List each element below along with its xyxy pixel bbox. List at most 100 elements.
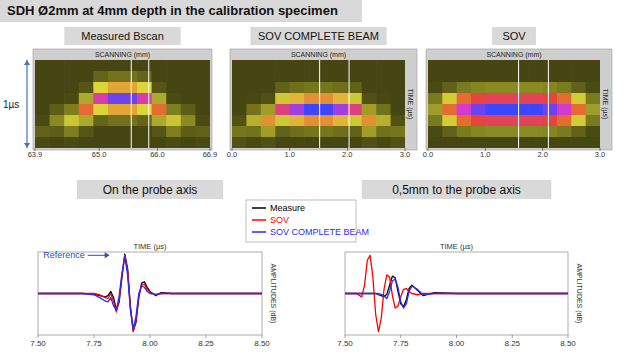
heat-cell [108,82,123,94]
heat-cell [362,60,377,72]
heat-cell [571,104,586,116]
heat-cell [500,115,515,127]
cursor [349,60,350,148]
plot-frame [33,49,212,150]
plot-frame [426,49,612,150]
heat-cell [528,104,543,116]
heat-cell [500,60,515,72]
heat-cell [195,137,210,148]
tick [400,335,401,338]
heat-cell [50,104,65,116]
heat-cell [137,115,152,127]
heat-cell [181,104,196,116]
heat-cell [181,137,196,148]
heat-cell [571,82,586,94]
heat-cell [528,71,543,83]
heat-cell [246,126,261,138]
heat-cell [557,71,572,83]
heat-cell [181,71,196,83]
heat-cell [528,115,543,127]
title-box [0,0,362,22]
heat-cell [543,137,558,148]
heat-cell [93,71,108,83]
heat-cell [471,126,486,138]
legend-label: Measure [270,203,305,213]
heat-cell [319,71,334,83]
heat-cell [261,82,276,94]
heat-cell [376,115,391,127]
heat-cell [485,93,500,105]
heat-cell [50,93,65,105]
heat-cell [246,104,261,116]
heat-cell [485,71,500,83]
heat-cell [586,71,600,83]
heat-cell [500,104,515,116]
plot-area [35,60,210,148]
series-line [38,254,262,331]
heat-cell [152,104,167,116]
heat-cell [79,93,94,105]
heat-cell [442,82,457,94]
heat-cell [347,93,362,105]
heat-cell [571,126,586,138]
heat-cell [50,71,65,83]
heat-cell [528,82,543,94]
heat-cell [442,104,457,116]
heat-cell [195,60,210,72]
axis-label: TIME (µs) [406,89,414,120]
heat-cell [557,115,572,127]
heat-cell [485,60,500,72]
heat-cell [347,60,362,72]
heat-cell [333,93,348,105]
panel-title: On the probe axis [103,183,198,197]
heat-cell [137,93,152,105]
axis-label: TIME (µs) [601,89,609,120]
heat-cell [586,137,600,148]
heat-cell [79,71,94,83]
heat-cell [319,104,334,116]
heat-cell [79,126,94,138]
heat-cell [123,126,138,138]
tick-label: 8.50 [560,339,576,348]
legend-swatch [252,207,266,209]
series-line [38,257,262,329]
heat-cell [50,137,65,148]
heat-cell [123,93,138,105]
heat-cell [471,115,486,127]
axis-label: SCANNING (mm) [486,51,541,59]
heat-cell [586,115,600,127]
heat-cell [428,104,443,116]
panel-title: SOV [502,30,526,42]
tick-label: 7.75 [86,339,102,348]
heat-cell [261,104,276,116]
heat-cell [275,126,290,138]
heat-cell [275,60,290,72]
tick-label: 63.9 [28,150,43,159]
tick [568,335,569,338]
heat-cell [333,71,348,83]
heat-cell [376,104,391,116]
heat-cell [195,115,210,127]
heat-cell [261,93,276,105]
heat-cell [514,115,529,127]
cursor [131,60,132,148]
heat-cell [571,93,586,105]
heat-cell [304,82,319,94]
tick-label: 0.0 [423,150,433,159]
heat-cell [64,71,79,83]
heat-cell [500,137,515,148]
heat-cell [319,115,334,127]
heat-cell [79,82,94,94]
heat-cell [391,71,405,83]
heat-cell [304,115,319,127]
heat-cell [514,93,529,105]
heat-cell [457,82,472,94]
axis-label: TIME (µs) [440,242,474,251]
heat-cell [391,104,405,116]
tick-label: 3.0 [400,150,410,159]
heat-cell [347,137,362,148]
heat-cell [232,82,247,94]
heat-cell [376,137,391,148]
tick-label: 65.0 [92,150,107,159]
heat-cell [137,126,152,138]
